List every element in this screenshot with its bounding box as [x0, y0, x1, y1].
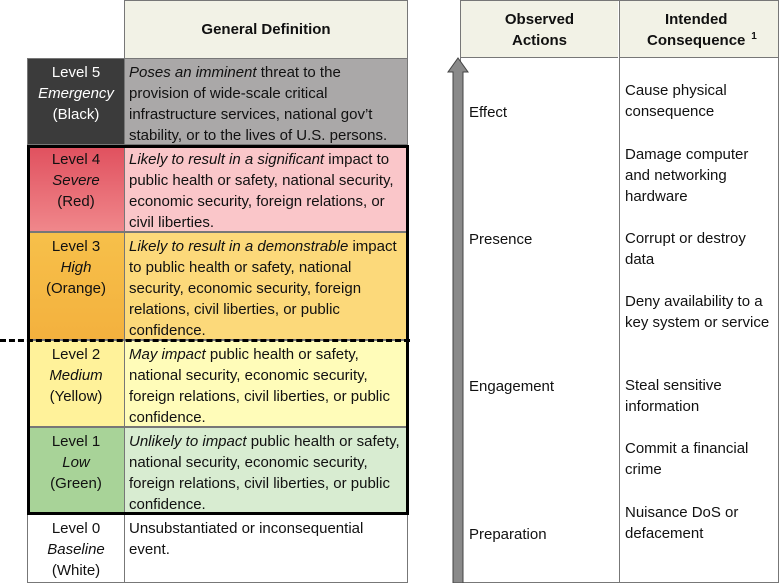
definition-emphasis: May impact — [129, 346, 206, 363]
level-number: Level 3 — [51, 238, 101, 255]
level-number: Level 4 — [51, 151, 101, 168]
footnote-marker: 1 — [751, 31, 757, 42]
level-name: High — [60, 259, 92, 276]
level-number: Level 0 — [51, 520, 101, 537]
definition-emphasis: Unlikely to impact — [129, 433, 247, 450]
definition-cell: Likely to result in a significant impact… — [124, 145, 408, 232]
highlight-box — [27, 145, 409, 515]
intended-consequence: Deny availability to a key system or ser… — [625, 293, 770, 331]
level-name: Severe — [52, 172, 100, 189]
definition-emphasis: Likely to result in a demonstrable — [129, 238, 349, 255]
intended-consequence: Damage computer and networking hardware — [625, 146, 749, 205]
definition-cell: Unlikely to impact public health or safe… — [124, 427, 408, 514]
definition-cell: Poses an imminent threat to the provisio… — [124, 58, 408, 145]
header-text: Intended Consequence — [647, 11, 746, 49]
level-cell: Level 0 Baseline (White) — [27, 514, 125, 583]
level-color: (Black) — [52, 106, 100, 123]
actions-header: Observed Actions — [461, 1, 618, 58]
definition-header: General Definition — [124, 0, 408, 59]
definition-emphasis: Poses an imminent — [129, 64, 257, 81]
intended-consequence: Steal sensitive information — [625, 377, 722, 415]
intended-consequence: Commit a financial crime — [625, 440, 749, 478]
level-color: (Orange) — [45, 280, 107, 297]
definition-text: threat to the provision of wide-scale cr… — [129, 64, 388, 144]
observed-action: Presence — [469, 231, 533, 248]
observed-action: Engagement — [469, 378, 555, 395]
intended-consequence: Cause physical consequence — [625, 82, 727, 120]
level-number: Level 5 — [51, 64, 101, 81]
level-cell: Level 3 High (Orange) — [27, 232, 125, 340]
level-color: (Yellow) — [49, 388, 103, 405]
definition-cell: Likely to result in a demonstrable impac… — [124, 232, 408, 340]
definition-text: public health or safety, national securi… — [129, 346, 395, 426]
definition-text: Unsubstantiated or inconsequential event… — [129, 520, 368, 558]
threshold-line — [0, 339, 410, 342]
level-name: Emergency — [38, 85, 114, 102]
observed-action: Effect — [469, 104, 508, 121]
level-name: Medium — [49, 367, 103, 384]
level-color: (Red) — [57, 193, 95, 210]
level-color: (Green) — [50, 475, 102, 492]
level-color: (White) — [51, 562, 101, 579]
level-cell: Level 2 Medium (Yellow) — [27, 340, 125, 427]
definition-text: impact to public health or safety, natio… — [129, 238, 401, 339]
level-cell: Level 5 Emergency (Black) — [27, 58, 125, 145]
definition-cell: Unsubstantiated or inconsequential event… — [124, 514, 408, 583]
column-divider — [619, 0, 620, 583]
level-name: Baseline — [47, 541, 105, 558]
intended-consequence: Nuisance DoS or defacement — [625, 504, 739, 542]
intended-consequence: Corrupt or destroy data — [625, 230, 746, 268]
consequence-header: Intended Consequence 1 — [620, 1, 778, 58]
level-number: Level 1 — [51, 433, 101, 450]
observed-action: Preparation — [469, 526, 547, 543]
level-name: Low — [62, 454, 90, 471]
definition-emphasis: Likely to result in a significant — [129, 151, 325, 168]
definition-text: impact to public health or safety, natio… — [129, 151, 398, 231]
header-text: Observed Actions — [504, 11, 575, 49]
level-number: Level 2 — [51, 346, 101, 363]
progression-arrow — [447, 57, 469, 583]
definition-text: public health or safety, national securi… — [129, 433, 404, 513]
